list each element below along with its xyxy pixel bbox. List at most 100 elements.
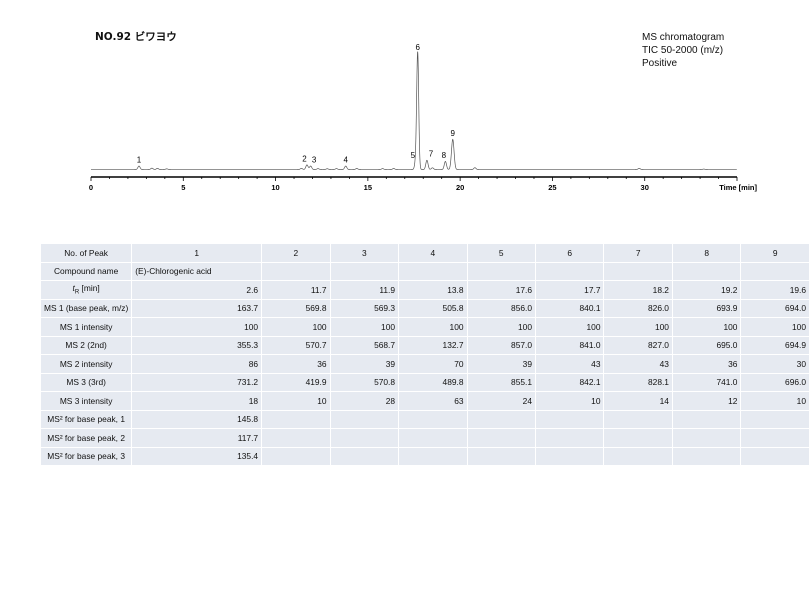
table-row: tR [min] 2.6 11.7 11.9 13.8 17.6 17.7 18.2 19.2 1… <box>41 281 809 299</box>
table-cell: 10 <box>741 392 809 410</box>
table-cell <box>262 262 330 280</box>
header-label: No. of Peak <box>41 244 132 262</box>
peak-label-3: 3 <box>312 156 317 165</box>
table-cell: 19.6 <box>741 281 809 299</box>
table-cell: 731.2 <box>132 373 262 391</box>
table-cell: 840.1 <box>536 299 604 317</box>
table-cell <box>741 447 809 465</box>
table-cell <box>672 262 741 280</box>
table-cell: 100 <box>399 318 467 336</box>
table-cell: 569.3 <box>330 299 399 317</box>
table-cell: 18.2 <box>604 281 672 299</box>
peak-label-8: 8 <box>442 151 447 160</box>
table-cell: 419.9 <box>262 373 330 391</box>
table-cell: 17.7 <box>536 281 604 299</box>
peak-label-4: 4 <box>343 156 348 165</box>
sample-title: NO.92 ビワヨウ <box>95 31 177 43</box>
table-cell <box>467 447 535 465</box>
table-cell: 63 <box>399 392 467 410</box>
peak-label-9: 9 <box>451 129 456 138</box>
x-tick-label: 30 <box>641 183 649 192</box>
table-cell <box>330 410 399 428</box>
table-cell <box>399 429 467 447</box>
table-cell: 842.1 <box>536 373 604 391</box>
info-line-1: MS chromatogram <box>642 32 725 43</box>
row-label: MS 3 (3rd) <box>41 373 132 391</box>
table-row: Compound name (E)-Chlorogenic acid <box>41 262 809 280</box>
table-cell <box>672 429 741 447</box>
table-cell: 36 <box>262 355 330 373</box>
table-cell: 100 <box>672 318 741 336</box>
table-cell <box>604 447 672 465</box>
table-cell: 17.6 <box>467 281 535 299</box>
trace-layer <box>91 51 737 170</box>
table-cell: 39 <box>330 355 399 373</box>
table-cell: 100 <box>604 318 672 336</box>
peak-label-5: 5 <box>411 151 416 160</box>
peak-number-header: 8 <box>672 244 741 262</box>
chromatogram-info: MS chromatogram TIC 50-2000 (m/z) Positi… <box>642 31 724 70</box>
table-cell: 11.7 <box>262 281 330 299</box>
row-label: MS 1 (base peak, m/z) <box>41 299 132 317</box>
table-cell: 43 <box>604 355 672 373</box>
peak-label-7: 7 <box>429 150 434 159</box>
table-cell: 86 <box>132 355 262 373</box>
table-cell <box>672 410 741 428</box>
peak-number-header: 4 <box>399 244 467 262</box>
x-tick-label: 25 <box>548 183 556 192</box>
table-cell <box>672 447 741 465</box>
table-cell: 28 <box>330 392 399 410</box>
table-cell: 12 <box>672 392 741 410</box>
x-axis-label: Time [min] <box>719 183 757 192</box>
x-tick-label: 0 <box>89 183 93 192</box>
table-cell: 13.8 <box>399 281 467 299</box>
table-row: MS 1 intensity 100 100 100 100 100 100 100 100 10… <box>41 318 809 336</box>
table-cell <box>262 410 330 428</box>
table-cell: 570.8 <box>330 373 399 391</box>
table-cell: 100 <box>467 318 535 336</box>
table-row: MS² for base peak, 3 135.4 <box>41 447 809 465</box>
table-cell <box>741 410 809 428</box>
table-cell <box>330 447 399 465</box>
table-cell <box>330 429 399 447</box>
peak-number-header: 2 <box>262 244 330 262</box>
table-row: MS² for base peak, 2 117.7 <box>41 429 809 447</box>
table-body: Compound name (E)-Chlorogenic acid tR [min… <box>41 262 809 465</box>
table-cell: 100 <box>132 318 262 336</box>
table-cell: 10 <box>536 392 604 410</box>
table-cell: 36 <box>672 355 741 373</box>
table-cell: 826.0 <box>604 299 672 317</box>
table-cell: 100 <box>741 318 809 336</box>
tic-trace-line <box>91 51 737 170</box>
table-cell: 696.0 <box>741 373 809 391</box>
table-cell <box>536 262 604 280</box>
table-row: MS 1 (base peak, m/z) 163.7 569.8 569.3 505.… <box>41 299 809 317</box>
table-cell: 695.0 <box>672 336 741 354</box>
x-axis: 0 5 10 15 20 25 30 Time [min] <box>89 176 757 192</box>
table-cell: 2.6 <box>132 281 262 299</box>
table-cell: 570.7 <box>262 336 330 354</box>
table-cell <box>467 429 535 447</box>
table-cell <box>467 262 535 280</box>
table-cell: 857.0 <box>467 336 535 354</box>
table-cell <box>604 262 672 280</box>
table-cell: 841.0 <box>536 336 604 354</box>
peak-number-header: 5 <box>467 244 535 262</box>
peak-number-header: 3 <box>330 244 399 262</box>
row-label: MS² for base peak, 2 <box>41 429 132 447</box>
info-line-2: TIC 50-2000 (m/z) <box>642 45 724 56</box>
table-cell: 855.1 <box>467 373 535 391</box>
table-cell: 569.8 <box>262 299 330 317</box>
table-cell: 132.7 <box>399 336 467 354</box>
table-cell: 827.0 <box>604 336 672 354</box>
table-cell <box>741 429 809 447</box>
table-cell <box>399 410 467 428</box>
table-cell: 30 <box>741 355 809 373</box>
table-cell <box>536 447 604 465</box>
table-row: MS 3 intensity 18 10 28 63 24 10 14 12 10 <box>41 392 809 410</box>
table-cell <box>262 447 330 465</box>
peak-label-1: 1 <box>137 156 142 165</box>
peak-number-header: 1 <box>132 244 262 262</box>
